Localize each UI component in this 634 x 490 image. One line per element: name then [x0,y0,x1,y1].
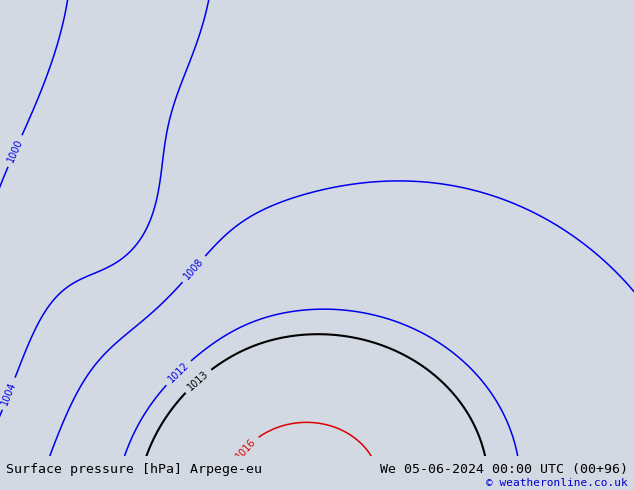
Text: We 05-06-2024 00:00 UTC (00+96): We 05-06-2024 00:00 UTC (00+96) [380,463,628,476]
Text: © weatheronline.co.uk: © weatheronline.co.uk [486,478,628,488]
Text: Surface pressure [hPa] Arpege-eu: Surface pressure [hPa] Arpege-eu [6,463,262,476]
Text: 1004: 1004 [0,380,18,407]
Text: 1000: 1000 [6,138,25,164]
Text: 1013: 1013 [186,369,210,392]
Text: 1012: 1012 [166,361,191,385]
Text: 1008: 1008 [182,257,206,282]
Text: 1016: 1016 [234,436,257,461]
